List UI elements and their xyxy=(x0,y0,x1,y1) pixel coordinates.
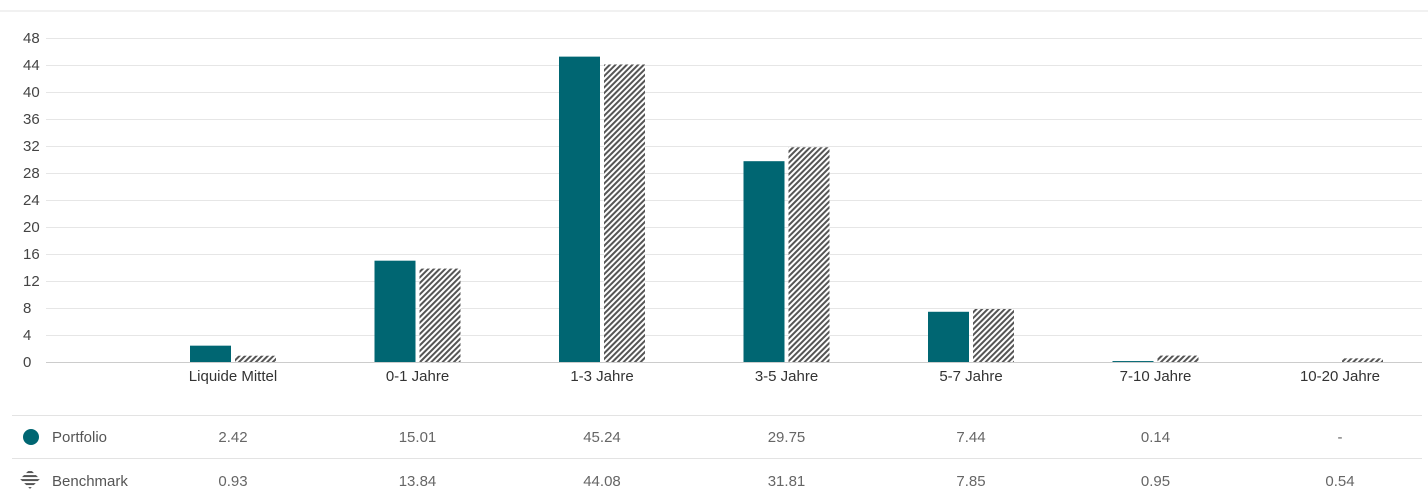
bar-portfolio-5 xyxy=(1113,361,1154,362)
bar-benchmark-4 xyxy=(973,309,1014,362)
bar-portfolio-4 xyxy=(928,312,969,362)
bar-benchmark-2 xyxy=(604,64,645,362)
category-label: 3-5 Jahre xyxy=(755,368,818,385)
bar-portfolio-0 xyxy=(190,346,231,362)
portfolio-marker-icon xyxy=(23,429,39,445)
table-cell-portfolio: 45.24 xyxy=(583,429,621,446)
category-label: 10-20 Jahre xyxy=(1300,368,1380,385)
table-cell-portfolio: 2.42 xyxy=(218,429,247,446)
category-label: 5-7 Jahre xyxy=(939,368,1002,385)
table-cell-portfolio: 29.75 xyxy=(768,429,806,446)
bar-benchmark-1 xyxy=(420,269,461,362)
table-cell-portfolio: 15.01 xyxy=(399,429,437,446)
legend-benchmark: Benchmark xyxy=(20,469,128,490)
y-tick-label: 16 xyxy=(23,246,40,263)
values-table: 2.42 15.01 45.24 29.75 7.44 0.14 - 0.93 13.84 44.… xyxy=(218,429,1354,490)
table-cell-benchmark: 0.95 xyxy=(1141,473,1170,490)
category-label: 7-10 Jahre xyxy=(1120,368,1192,385)
y-tick-label: 32 xyxy=(23,138,40,155)
table-cell-portfolio: 7.44 xyxy=(956,429,985,446)
table-cell-portfolio: 0.14 xyxy=(1141,429,1170,446)
bar-benchmark-3 xyxy=(789,147,830,362)
bar-portfolio-1 xyxy=(375,261,416,362)
bar-portfolio-3 xyxy=(744,161,785,362)
bar-benchmark-5 xyxy=(1158,356,1199,362)
table-cell-benchmark: 31.81 xyxy=(768,473,806,490)
category-label: Liquide Mittel xyxy=(189,368,277,385)
y-tick-label: 4 xyxy=(23,327,31,344)
bars xyxy=(190,57,1383,362)
y-tick-label: 40 xyxy=(23,84,40,101)
bar-benchmark-0 xyxy=(235,356,276,362)
y-tick-label: 0 xyxy=(23,354,31,371)
category-label: 1-3 Jahre xyxy=(570,368,633,385)
gridlines xyxy=(46,39,1422,336)
table-cell-benchmark: 7.85 xyxy=(956,473,985,490)
y-tick-label: 12 xyxy=(23,273,40,290)
y-tick-label: 44 xyxy=(23,57,40,74)
legend-benchmark-label: Benchmark xyxy=(52,473,128,490)
y-tick-label: 36 xyxy=(23,111,40,128)
bar-portfolio-2 xyxy=(559,57,600,362)
table-cell-benchmark: 13.84 xyxy=(399,473,437,490)
benchmark-marker-icon xyxy=(20,469,40,489)
y-tick-label: 8 xyxy=(23,300,31,317)
table-cell-benchmark: 44.08 xyxy=(583,473,621,490)
y-tick-label: 48 xyxy=(23,30,40,47)
table-cell-portfolio: - xyxy=(1338,429,1343,446)
legend-portfolio-label: Portfolio xyxy=(52,429,107,446)
bar-benchmark-6 xyxy=(1342,358,1383,362)
table-cell-benchmark: 0.54 xyxy=(1325,473,1354,490)
y-tick-label: 28 xyxy=(23,165,40,182)
y-tick-label: 24 xyxy=(23,192,40,209)
legend-portfolio: Portfolio xyxy=(23,429,107,446)
category-label: 0-1 Jahre xyxy=(386,368,449,385)
x-axis-category-labels: Liquide Mittel 0-1 Jahre 1-3 Jahre 3-5 Jahr… xyxy=(189,368,1380,385)
y-tick-label: 20 xyxy=(23,219,40,236)
table-cell-benchmark: 0.93 xyxy=(218,473,247,490)
